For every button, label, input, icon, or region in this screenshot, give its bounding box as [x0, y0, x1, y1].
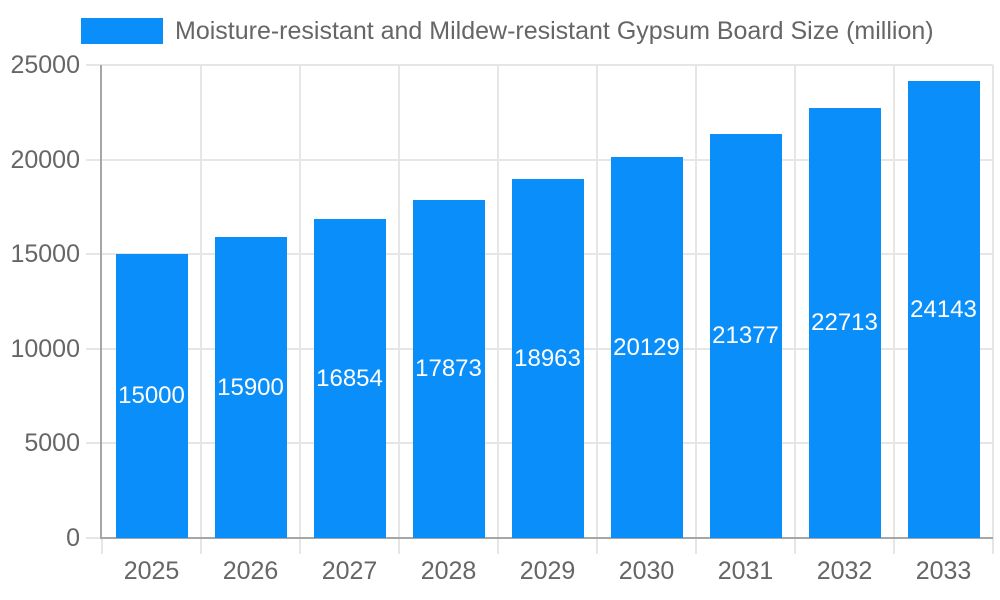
y-tick-label: 25000 — [10, 51, 80, 79]
gridline-x — [992, 65, 994, 554]
x-tick-label: 2026 — [222, 557, 279, 585]
bar-2033[interactable] — [907, 81, 980, 538]
chart-title: Moisture-resistant and Mildew-resistant … — [175, 17, 934, 45]
bar-value-label: 15000 — [118, 382, 185, 410]
bar-value-label: 24143 — [910, 295, 977, 323]
gridline-x — [497, 65, 499, 554]
gridline-x — [299, 65, 301, 554]
bar-2028[interactable] — [412, 199, 485, 538]
x-tick-label: 2029 — [519, 557, 576, 585]
bar-value-label: 22713 — [811, 309, 878, 337]
y-tick-label: 15000 — [10, 240, 80, 269]
bar-value-label: 15900 — [217, 373, 284, 401]
bar-2030[interactable] — [610, 157, 683, 538]
y-axis-line — [100, 65, 102, 538]
bar-2031[interactable] — [709, 133, 782, 538]
gridline-y — [86, 158, 993, 161]
x-axis-line — [100, 537, 993, 539]
x-tick-label: 2032 — [816, 557, 873, 585]
y-tick-label: 0 — [66, 524, 80, 552]
x-tick-label: 2030 — [618, 557, 675, 585]
gridline-x — [794, 65, 796, 554]
bar-value-label: 18963 — [514, 344, 581, 372]
x-tick-label: 2025 — [123, 557, 180, 585]
bar-2029[interactable] — [511, 179, 584, 538]
x-tick-label: 2031 — [717, 557, 774, 585]
legend-item[interactable]: Moisture-resistant and Mildew-resistant … — [81, 18, 934, 44]
bar-2027[interactable] — [313, 219, 386, 538]
bar-2032[interactable] — [808, 108, 881, 538]
x-tick-label: 2027 — [321, 557, 378, 585]
legend: Moisture-resistant and Mildew-resistant … — [81, 18, 934, 44]
y-tick-label: 5000 — [24, 429, 80, 458]
bar-value-label: 17873 — [415, 354, 482, 382]
x-tick-label: 2033 — [915, 557, 972, 585]
y-tick-label: 20000 — [10, 145, 80, 174]
gridline-x — [398, 65, 400, 554]
bar-value-label: 20129 — [613, 333, 680, 361]
gridline-y — [86, 64, 993, 66]
bar-2026[interactable] — [214, 237, 287, 538]
x-axis-tick — [101, 538, 103, 554]
y-tick-label: 10000 — [10, 334, 80, 363]
bar-value-label: 21377 — [712, 321, 779, 349]
gridline-x — [200, 65, 202, 554]
gridline-x — [893, 65, 895, 554]
bar-value-label: 16854 — [316, 364, 383, 392]
bar-2025[interactable] — [115, 254, 188, 538]
gridline-x — [695, 65, 697, 554]
legend-swatch — [81, 18, 163, 44]
x-tick-label: 2028 — [420, 557, 477, 585]
gridline-x — [596, 65, 598, 554]
